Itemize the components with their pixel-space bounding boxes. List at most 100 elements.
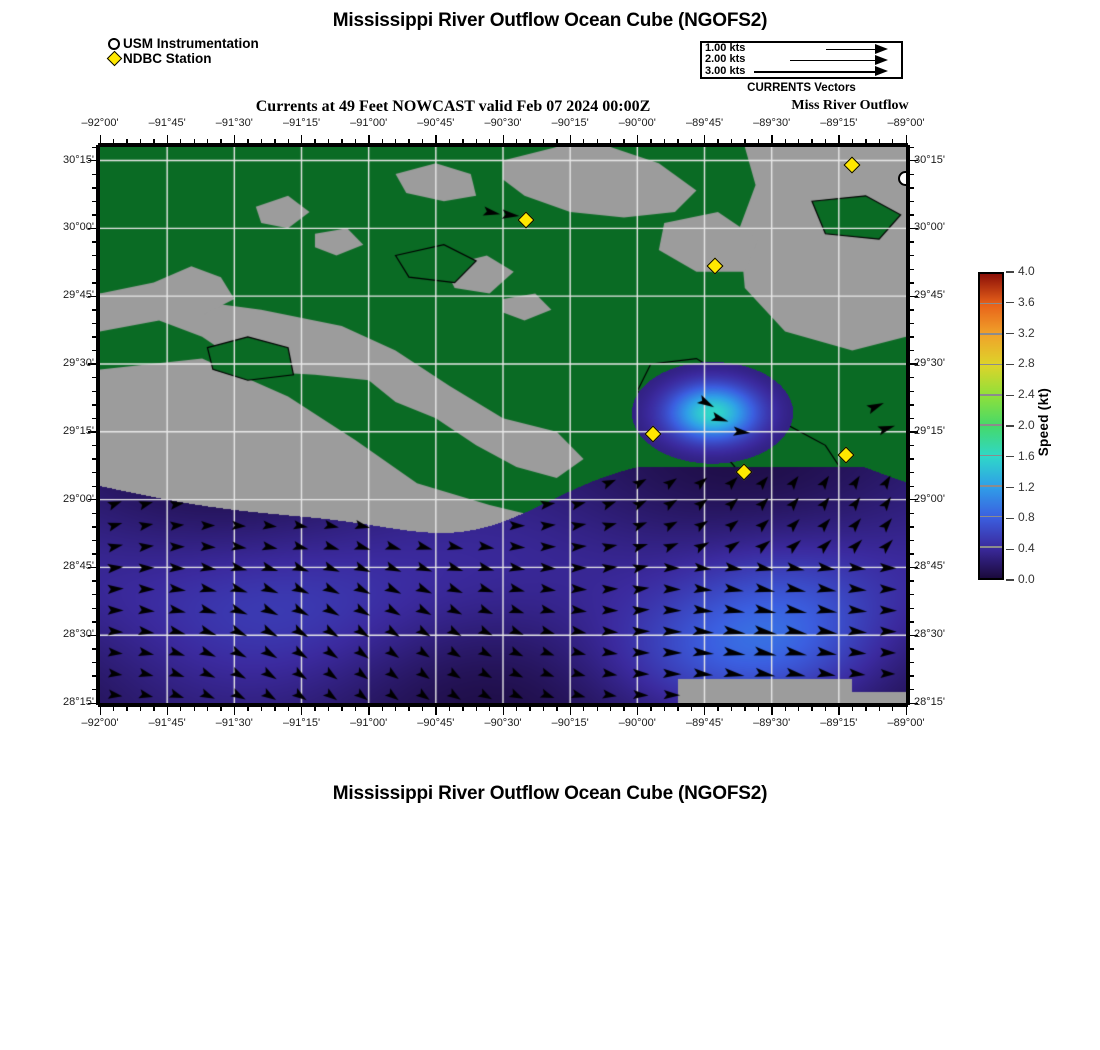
axis-tick-x [609, 706, 612, 711]
colorbar-tick-label: 1.6 [1018, 448, 1035, 463]
y-axis-label-left: 28°45' [63, 560, 94, 573]
colorbar-separator [980, 515, 1002, 518]
map-plot-area[interactable] [98, 145, 908, 705]
axis-tick-y [909, 607, 914, 609]
x-axis-label-top: –89°15' [820, 117, 858, 129]
axis-tick-x [838, 706, 840, 715]
y-axis-label-left: 30°15' [63, 153, 94, 166]
axis-tick-x [153, 139, 155, 144]
colorbar-separator [980, 485, 1002, 487]
axis-tick-y [909, 214, 914, 216]
colorbar-tick [1006, 332, 1014, 335]
usm-instrumentation-marker[interactable] [897, 171, 906, 187]
axis-tick-x [677, 139, 679, 144]
axis-tick-y [909, 295, 918, 298]
axis-tick-y [909, 309, 914, 311]
axis-tick-x [717, 706, 719, 711]
colorbar-separator [980, 394, 1002, 396]
axis-tick-y [92, 322, 97, 325]
x-axis-label-bottom: –90°00' [618, 717, 656, 729]
y-axis-label-right: 29°30' [914, 356, 945, 369]
axis-tick-y [909, 621, 914, 623]
axis-tick-x [435, 135, 437, 144]
axis-tick-y [88, 499, 97, 501]
axis-tick-x [569, 706, 572, 715]
colorbar-separator [980, 546, 1002, 548]
axis-tick-x [542, 139, 545, 144]
x-axis-label-bottom: –92°00' [81, 717, 119, 729]
axis-tick-x [180, 139, 182, 144]
axis-tick-y [88, 160, 97, 162]
axis-tick-x [704, 135, 706, 144]
vector-scale-caption: CURRENTS Vectors [747, 82, 856, 94]
axis-tick-x [220, 706, 222, 711]
axis-rail-left [96, 145, 98, 705]
axis-tick-x [139, 706, 142, 711]
axis-tick-y [909, 675, 914, 677]
axis-tick-x [233, 706, 236, 715]
vector-shaft-icon [790, 59, 878, 62]
axis-tick-y [92, 377, 97, 379]
x-axis-label-bottom: –90°45' [417, 717, 455, 729]
axis-tick-y [88, 702, 97, 704]
axis-tick-x [408, 139, 410, 144]
axis-tick-x [462, 139, 464, 144]
axis-tick-x [247, 139, 249, 144]
y-axis-label-left: 28°15' [63, 696, 94, 708]
x-axis-label-bottom: –89°30' [753, 717, 791, 729]
axis-tick-x [905, 135, 907, 144]
axis-tick-x [395, 139, 397, 144]
axis-tick-x [556, 706, 558, 711]
axis-tick-x [99, 706, 101, 715]
axis-tick-x [301, 706, 303, 715]
axis-tick-y [909, 200, 914, 203]
axis-tick-x [784, 706, 786, 711]
vector-scale-row: 2.00 kts [702, 53, 901, 65]
axis-tick-y [909, 160, 918, 162]
axis-tick-y [92, 621, 97, 623]
axis-rail-top [98, 143, 908, 145]
y-axis-label-left: 29°15' [63, 424, 94, 437]
axis-tick-x [421, 706, 424, 711]
axis-tick-x [489, 706, 491, 711]
axis-tick-y [92, 553, 97, 555]
axis-tick-x [609, 139, 612, 144]
axis-tick-x [865, 706, 867, 711]
axis-tick-x [233, 135, 236, 144]
x-axis-label-bottom: –91°30' [215, 717, 253, 729]
axis-tick-x [126, 706, 128, 711]
axis-tick-x [878, 139, 881, 144]
x-axis-label-bottom: –91°45' [148, 717, 186, 729]
y-axis-label-right: 29°15' [914, 424, 945, 437]
axis-tick-x [623, 706, 625, 711]
axis-tick-x [193, 706, 195, 711]
axis-tick-x [502, 706, 504, 715]
colorbar-tick [1006, 394, 1014, 396]
axis-tick-y [92, 485, 97, 487]
axis-tick-x [824, 706, 827, 711]
vector-shaft-icon [826, 48, 878, 51]
legend-label-ndbc: NDBC Station [123, 51, 212, 66]
axis-tick-x [798, 706, 800, 711]
axis-tick-y [909, 580, 914, 582]
axis-tick-y [92, 512, 97, 515]
x-axis-label-bottom: –89°45' [685, 717, 724, 729]
axis-tick-x [448, 139, 451, 144]
axis-tick-y [92, 200, 97, 203]
x-axis-label-bottom: –91°15' [282, 717, 321, 729]
station-legend: USM Instrumentation NDBC Station [106, 36, 259, 67]
axis-tick-y [909, 349, 914, 352]
x-axis-label-top: –90°15' [551, 117, 589, 129]
colorbar-tick-label: 3.6 [1018, 294, 1035, 309]
axis-tick-x [354, 139, 357, 144]
y-axis-label-right: 30°15' [914, 153, 945, 166]
axis-tick-y [88, 566, 97, 569]
axis-tick-x [636, 135, 639, 144]
y-axis-label-right: 30°00' [914, 221, 945, 234]
axis-tick-x [327, 139, 330, 144]
axis-tick-x [623, 139, 625, 144]
axis-tick-y [909, 282, 914, 284]
axis-tick-y [909, 241, 914, 243]
axis-tick-x [327, 706, 330, 711]
colorbar-tick-label: 0.8 [1018, 510, 1035, 525]
